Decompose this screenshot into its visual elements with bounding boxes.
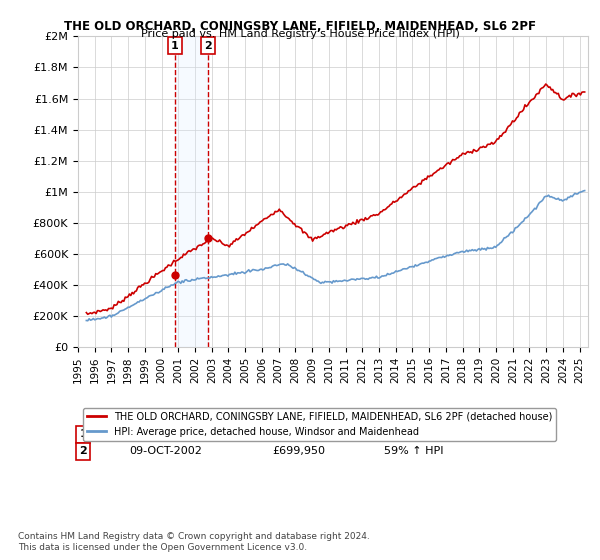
Text: THE OLD ORCHARD, CONINGSBY LANE, FIFIELD, MAIDENHEAD, SL6 2PF: THE OLD ORCHARD, CONINGSBY LANE, FIFIELD… [64,20,536,32]
Text: 2: 2 [79,446,87,456]
Text: 13-OCT-2000: 13-OCT-2000 [129,429,202,439]
Text: £465,000: £465,000 [272,429,325,439]
Text: 27% ↑ HPI: 27% ↑ HPI [384,429,443,439]
Text: £699,950: £699,950 [272,446,325,456]
Text: 09-OCT-2002: 09-OCT-2002 [129,446,202,456]
Bar [175,36,208,347]
Text: 1: 1 [79,429,87,439]
Text: 2: 2 [205,41,212,51]
Text: 59% ↑ HPI: 59% ↑ HPI [384,446,443,456]
Text: Contains HM Land Registry data © Crown copyright and database right 2024.
This d: Contains HM Land Registry data © Crown c… [18,532,370,552]
Legend: THE OLD ORCHARD, CONINGSBY LANE, FIFIELD, MAIDENHEAD, SL6 2PF (detached house), : THE OLD ORCHARD, CONINGSBY LANE, FIFIELD… [83,408,556,441]
Text: 1: 1 [171,41,179,51]
Text: Price paid vs. HM Land Registry's House Price Index (HPI): Price paid vs. HM Land Registry's House … [140,29,460,39]
